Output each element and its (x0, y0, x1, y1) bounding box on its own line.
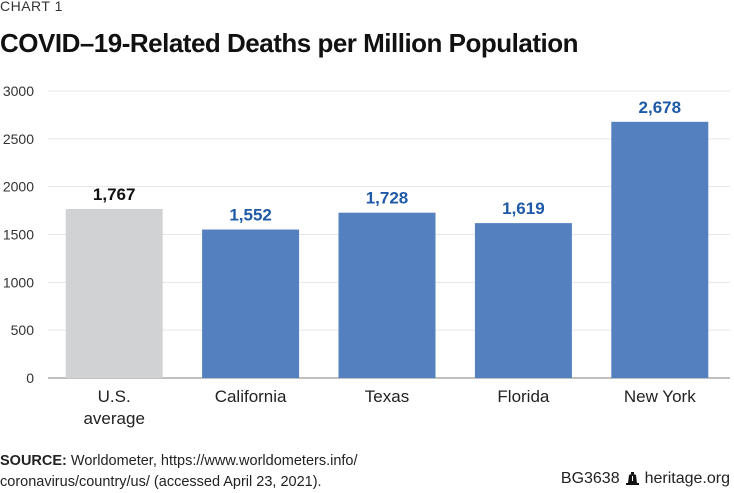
y-tick-label: 1500 (3, 227, 34, 243)
data-label: 2,678 (639, 98, 682, 117)
bar-chart: 0 500 1000 1500 2000 2500 3000 1,767 1,552 1,728… (3, 83, 730, 428)
source-text-line1: Worldometer, https://www.worldometers.in… (66, 453, 358, 469)
category-label-line: Texas (365, 387, 409, 406)
category-label-line: U.S. (98, 387, 131, 406)
category-label: U.S. average (83, 387, 144, 428)
x-axis-categories: U.S. average California Texas Florida New Yor… (83, 387, 696, 428)
category-label: Texas (365, 387, 409, 406)
y-tick-label: 2000 (3, 179, 34, 195)
category-label-line: New York (624, 387, 696, 406)
bar (65, 208, 163, 378)
data-label: 1,728 (366, 189, 409, 208)
bars (65, 121, 709, 379)
data-labels: 1,767 1,552 1,728 1,619 2,678 (93, 98, 681, 225)
y-axis-ticks: 0 500 1000 1500 2000 2500 3000 (3, 83, 34, 386)
y-tick-label: 2500 (3, 131, 34, 147)
credit: BG3638 heritage.org (561, 470, 730, 488)
bar (338, 212, 436, 378)
category-label: New York (624, 387, 696, 406)
y-tick-label: 500 (11, 322, 35, 338)
category-label: Florida (497, 387, 550, 406)
chart-kicker: CHART 1 (0, 0, 63, 14)
bar (611, 121, 709, 379)
report-code: BG3638 (560, 470, 620, 487)
category-label-line: California (215, 387, 287, 406)
chart-title: COVID–19-Related Deaths per Million Popu… (0, 28, 578, 58)
source-text-line2: coronavirus/country/us/ (accessed April … (0, 474, 322, 490)
data-label: 1,619 (502, 199, 545, 218)
source-note: SOURCE: Worldometer, https://www.worldom… (0, 451, 358, 493)
bar (202, 229, 300, 378)
y-tick-label: 3000 (3, 83, 34, 99)
data-label: 1,552 (229, 206, 272, 225)
liberty-bell-icon (625, 472, 639, 485)
bar (474, 223, 572, 378)
data-label: 1,767 (93, 185, 136, 204)
y-tick-label: 1000 (3, 274, 34, 290)
y-tick-label: 0 (26, 370, 34, 386)
source-label: SOURCE: (0, 453, 67, 469)
site-name: heritage.org (644, 470, 730, 487)
category-label: California (215, 387, 287, 406)
category-label-line: Florida (497, 387, 550, 406)
category-label-line: average (83, 409, 144, 428)
